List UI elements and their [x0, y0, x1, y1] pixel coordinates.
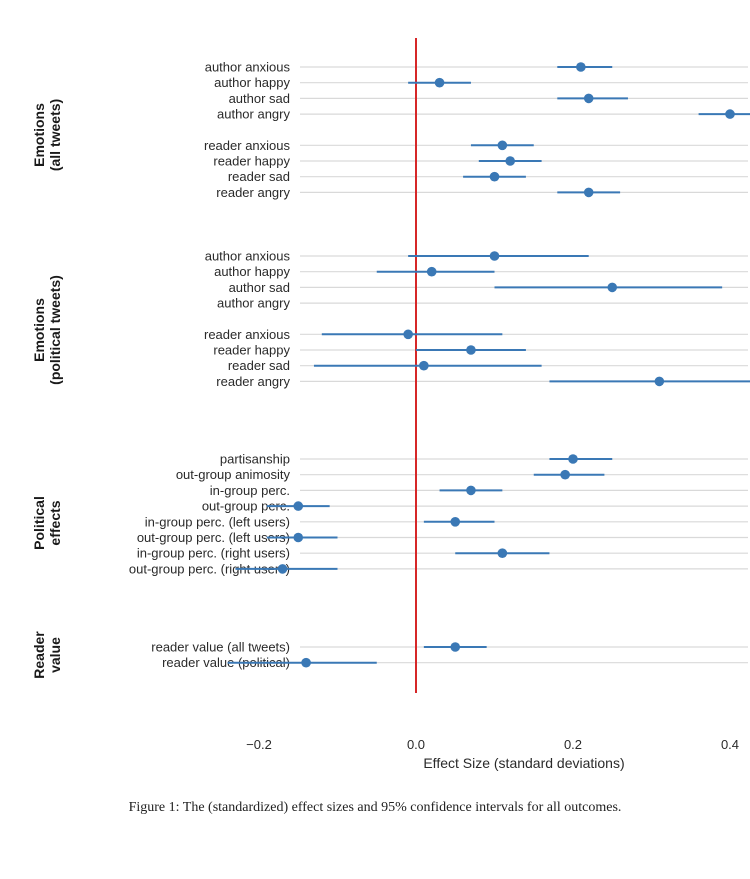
row-label: reader angry: [216, 185, 290, 200]
effect-estimate-point: [583, 187, 594, 198]
effect-estimate-point: [654, 376, 665, 387]
effect-estimate-point: [466, 345, 476, 355]
effect-estimate-point: [277, 564, 288, 574]
x-axis-title: Effect Size (standard deviations): [423, 755, 624, 771]
effect-estimate-point: [497, 548, 508, 558]
row-label: author sad: [229, 280, 290, 295]
x-tick-label: 0.4: [721, 737, 739, 752]
row-label: reader anxious: [204, 138, 290, 153]
group-titles: Emotions(all tweets)Emotions(political t…: [31, 99, 63, 679]
group-title: Emotions(all tweets): [31, 99, 63, 171]
group-title-line: (political tweets): [47, 275, 63, 385]
effect-estimate-point: [489, 171, 500, 182]
row-label: partisanship: [220, 452, 290, 467]
effect-estimate-point: [434, 77, 445, 88]
x-axis: −0.20.00.20.40.60.8Effect Size (standard…: [246, 737, 739, 771]
effect-estimate-point: [497, 140, 508, 151]
row-label: reader angry: [216, 374, 290, 389]
group-title: Readervalue: [31, 631, 63, 679]
group-title-line: Political: [31, 496, 47, 550]
row-label: reader value (political): [162, 655, 290, 670]
effect-estimate-point: [293, 532, 304, 543]
row-label: reader sad: [228, 358, 290, 373]
effect-estimate-point: [466, 485, 476, 496]
row-label: author anxious: [205, 249, 291, 264]
row-label: author sad: [229, 91, 290, 106]
x-tick-label: 0.2: [564, 737, 582, 752]
group-title: Politicaleffects: [31, 496, 63, 550]
effect-estimate-point: [426, 266, 437, 277]
effect-estimate-point: [450, 517, 461, 527]
group-title-line: effects: [47, 500, 63, 545]
effect-estimate-point: [419, 360, 429, 371]
row-label: author happy: [214, 75, 290, 90]
row-label: in-group perc.: [210, 483, 290, 498]
row-label: author happy: [214, 264, 290, 279]
group-title-line: (all tweets): [47, 99, 63, 171]
effect-estimate-point: [576, 62, 586, 72]
effect-estimate-point: [607, 282, 618, 293]
row-label: reader happy: [213, 154, 290, 169]
row-label: author anxious: [205, 60, 291, 75]
x-tick-label: −0.2: [246, 737, 272, 752]
effect-estimate-point: [505, 156, 515, 166]
x-tick-label: 0.0: [407, 737, 425, 752]
effect-estimate-point: [725, 109, 735, 119]
figure-caption: Figure 1: The (standardized) effect size…: [128, 800, 622, 815]
row-label: author angry: [217, 296, 290, 311]
row-label: reader happy: [213, 343, 290, 358]
effect-estimate-point: [301, 657, 311, 668]
group-title-line: value: [47, 637, 63, 673]
row-label: reader sad: [228, 169, 290, 184]
row-label: in-group perc. (right users): [137, 546, 290, 561]
effect-estimate-point: [568, 454, 578, 464]
group-title: Emotions(political tweets): [31, 275, 63, 385]
effect-estimate-point: [489, 251, 500, 261]
group-title-line: Emotions: [31, 298, 47, 362]
row-label: in-group perc. (left users): [145, 514, 290, 529]
row-label: out-group animosity: [176, 467, 291, 482]
row-label: reader anxious: [204, 327, 290, 342]
effect-estimate-point: [403, 329, 413, 340]
group-title-line: Reader: [31, 631, 47, 679]
row-label: reader value (all tweets): [151, 640, 290, 655]
effect-estimate-point: [293, 501, 304, 511]
effect-estimate-point: [450, 642, 461, 652]
row-label: out-group perc.: [202, 499, 290, 514]
effect-estimate-point: [583, 93, 594, 104]
group-title-line: Emotions: [31, 103, 47, 167]
marks-layer: [227, 62, 750, 668]
row-label: author angry: [217, 107, 290, 122]
row-label: out-group perc. (right users): [129, 561, 290, 576]
effect-estimate-point: [560, 469, 570, 480]
row-label: out-group perc. (left users): [137, 530, 290, 545]
